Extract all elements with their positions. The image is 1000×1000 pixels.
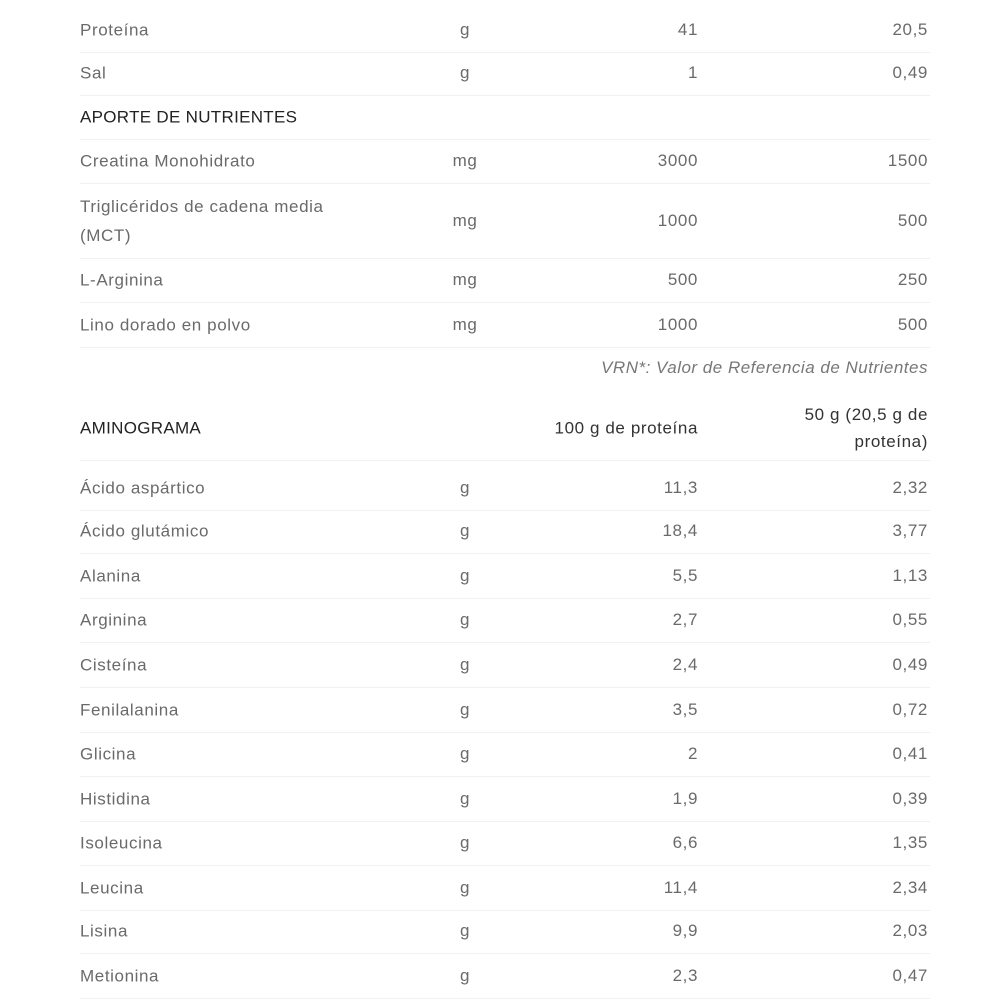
unit: mg	[452, 315, 478, 334]
value-per-serving: 3,77	[892, 521, 928, 540]
value-per-100: 1,9	[672, 789, 698, 808]
table-row: Triglicéridos de cadena media (MCT) mg 100…	[80, 184, 930, 259]
value-per-100: 500	[667, 270, 698, 289]
table-row: Sal g 1 0,49	[80, 51, 930, 96]
table-row: Ácido glutámico g 18,4 3,77	[80, 509, 930, 554]
unit: mg	[452, 211, 478, 230]
value-per-100: 11,3	[663, 478, 698, 497]
value-per-100: 2,7	[672, 610, 698, 629]
value-per-100: 2,3	[672, 966, 698, 985]
value-per-serving: 0,41	[892, 744, 928, 763]
nutrient-name: Glicina	[80, 744, 137, 764]
table-row: Arginina g 2,7 0,55	[80, 598, 930, 643]
unit: g	[459, 478, 471, 497]
value-per-serving: 0,49	[892, 63, 928, 82]
value-per-serving: 500	[897, 315, 928, 334]
unit: g	[459, 789, 471, 808]
column-header-serving: 50 g (20,5 g de proteína)	[804, 405, 928, 451]
value-per-serving: 1500	[887, 151, 928, 170]
value-per-serving: 2,32	[892, 478, 928, 497]
value-per-100: 18,4	[662, 521, 698, 540]
nutrient-name: Fenilalanina	[80, 700, 179, 720]
value-per-100: 1000	[657, 211, 698, 230]
unit: g	[459, 63, 471, 82]
value-per-serving: 0,55	[892, 610, 928, 629]
value-per-serving: 0,49	[892, 655, 928, 674]
unit: g	[459, 833, 471, 852]
nutrient-name: Sal	[80, 63, 107, 83]
value-per-100: 6,6	[672, 833, 698, 852]
unit: g	[459, 744, 471, 763]
nutrient-name: Lino dorado en polvo	[80, 315, 251, 335]
nutrient-name: Creatina Monohidrato	[80, 151, 256, 171]
value-per-100: 2	[687, 744, 698, 763]
table-row: Lisina g 9,9 2,03	[80, 909, 930, 954]
value-per-serving: 0,39	[892, 789, 928, 808]
unit: g	[459, 521, 471, 540]
value-per-serving: 1,13	[892, 566, 928, 585]
nutrient-name: Triglicéridos de cadena media (MCT)	[80, 197, 324, 245]
nutrient-name: Arginina	[80, 610, 148, 630]
table-row: Leucina g 11,4 2,34	[80, 866, 930, 911]
value-per-100: 3,5	[672, 700, 698, 719]
section-title: AMINOGRAMA	[80, 418, 202, 438]
table-row: Alanina g 5,5 1,13	[80, 554, 930, 599]
value-per-serving: 1,35	[892, 833, 928, 852]
table-row: Cisteína g 2,4 0,49	[80, 643, 930, 688]
table-row: Glicina g 2 0,41	[80, 732, 930, 777]
nutrient-name: Histidina	[80, 789, 151, 809]
value-per-100: 1	[687, 63, 698, 82]
section-header-aporte: APORTE DE NUTRIENTES	[80, 95, 930, 140]
table-row: Histidina g 1,9 0,39	[80, 777, 930, 822]
table-row: Ácido aspártico g 11,3 2,32	[80, 466, 930, 511]
aminograma-header: AMINOGRAMA 100 g de proteína 50 g (20,5 …	[80, 396, 930, 461]
unit: mg	[452, 151, 478, 170]
nutrient-name: Isoleucina	[80, 833, 163, 853]
table-row: Isoleucina g 6,6 1,35	[80, 821, 930, 866]
unit: g	[459, 966, 471, 985]
nutrient-name: Leucina	[80, 878, 144, 898]
table-row: L-Arginina mg 500 250	[80, 258, 930, 303]
table-row: Metionina g 2,3 0,47	[80, 954, 930, 999]
nutrient-name: Cisteína	[80, 655, 148, 675]
value-per-100: 9,9	[672, 921, 698, 940]
value-per-serving: 2,34	[892, 878, 928, 897]
value-per-serving: 0,47	[892, 966, 928, 985]
unit: g	[459, 655, 471, 674]
unit: g	[459, 700, 471, 719]
value-per-serving: 500	[897, 211, 928, 230]
value-per-100: 41	[677, 20, 698, 39]
value-per-100: 3000	[657, 151, 698, 170]
value-per-serving: 250	[897, 270, 928, 289]
value-per-100: 1000	[657, 315, 698, 334]
nutrient-name: Metionina	[80, 966, 160, 986]
unit: g	[459, 921, 471, 940]
value-per-100: 5,5	[672, 566, 698, 585]
value-per-serving: 2,03	[892, 921, 928, 940]
section-title: APORTE DE NUTRIENTES	[80, 107, 298, 127]
nutrient-name: Ácido glutámico	[80, 521, 210, 541]
nutrient-name: Alanina	[80, 566, 141, 586]
table-row: Fenilalanina g 3,5 0,72	[80, 688, 930, 733]
unit: g	[459, 610, 471, 629]
value-per-serving: 0,72	[892, 700, 928, 719]
table-row: Lino dorado en polvo mg 1000 500	[80, 303, 930, 348]
value-per-serving: 20,5	[892, 20, 928, 39]
value-per-100: 11,4	[663, 878, 698, 897]
table-row: Proteína g 41 20,5	[80, 8, 930, 53]
unit: g	[459, 566, 471, 585]
unit: g	[459, 878, 471, 897]
value-per-100: 2,4	[672, 655, 698, 674]
nutrient-name: Proteína	[80, 20, 150, 40]
unit: mg	[452, 270, 478, 289]
table-row: Creatina Monohidrato mg 3000 1500	[80, 139, 930, 184]
nutrient-name: L-Arginina	[80, 270, 164, 290]
unit: g	[459, 20, 471, 39]
column-header-100g: 100 g de proteína	[554, 418, 698, 438]
vrn-note: VRN*: Valor de Referencia de Nutrientes	[601, 358, 928, 377]
nutrient-name: Lisina	[80, 921, 129, 941]
nutrient-name: Ácido aspártico	[80, 478, 206, 498]
